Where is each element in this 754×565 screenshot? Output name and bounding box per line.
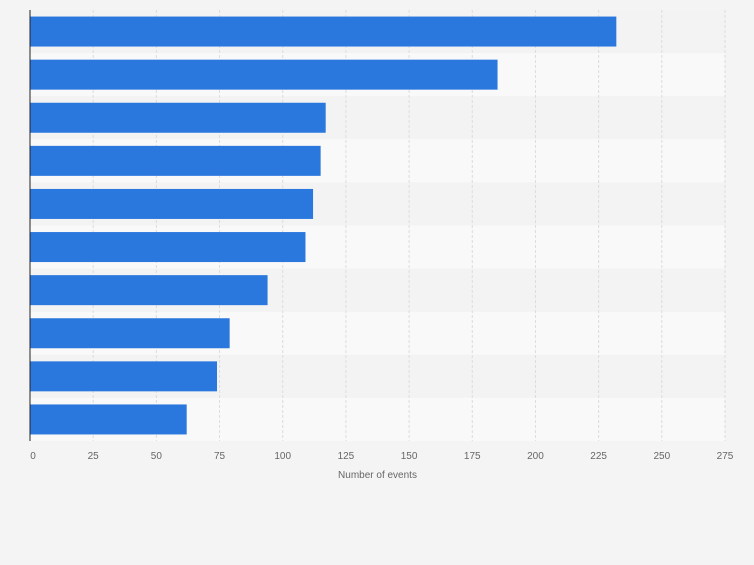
- x-tick-label: 100: [274, 451, 291, 462]
- x-tick-label: 75: [214, 451, 226, 462]
- x-tick-label: 275: [717, 451, 734, 462]
- x-tick-label: 0: [30, 451, 36, 462]
- x-axis-label: Number of events: [338, 470, 417, 481]
- bar[interactable]: [30, 318, 230, 349]
- bars: [30, 16, 617, 435]
- x-tick-label: 200: [527, 451, 544, 462]
- bar[interactable]: [30, 188, 314, 219]
- bar[interactable]: [30, 232, 306, 263]
- bar[interactable]: [30, 361, 218, 392]
- x-tick-label: 250: [653, 451, 670, 462]
- bar[interactable]: [30, 102, 326, 133]
- x-tick-labels: 0 25 50 75 100 125 150 175 200 225 250 275: [30, 451, 734, 462]
- x-tick-label: 150: [401, 451, 418, 462]
- bar[interactable]: [30, 16, 617, 47]
- x-tick-label: 125: [338, 451, 355, 462]
- x-tick-label: 175: [464, 451, 481, 462]
- bar[interactable]: [30, 59, 498, 90]
- x-tick-label: 25: [88, 451, 100, 462]
- bar[interactable]: [30, 404, 187, 435]
- x-tick-label: 50: [151, 451, 163, 462]
- bar[interactable]: [30, 145, 321, 176]
- bar[interactable]: [30, 275, 268, 306]
- x-tick-label: 225: [590, 451, 607, 462]
